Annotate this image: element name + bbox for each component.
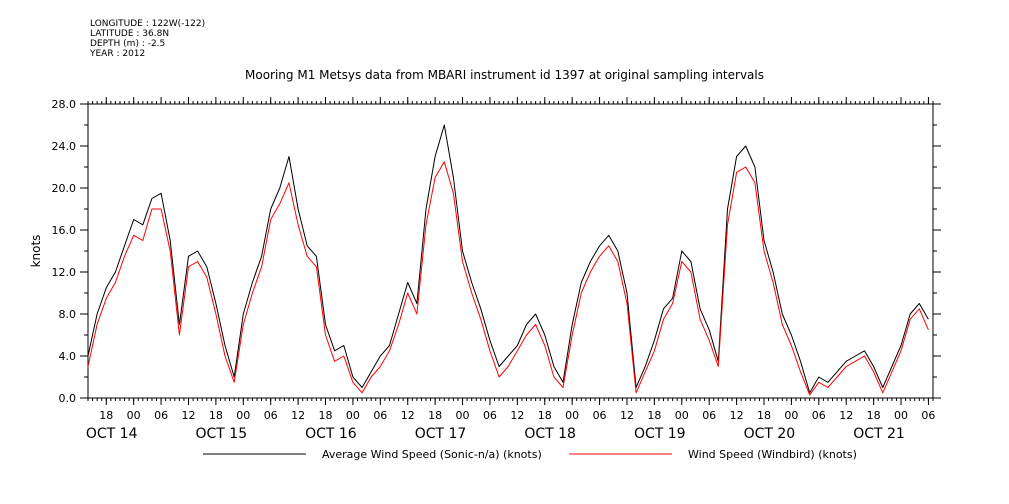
x-hour-tick-label: 12 <box>510 409 524 422</box>
metadata-block: LONGITUDE : 122W(-122) LATITUDE : 36.8N … <box>90 19 205 59</box>
x-hour-tick-label: 18 <box>319 409 333 422</box>
x-hour-tick-label: 00 <box>346 409 360 422</box>
x-hour-tick-label: 18 <box>209 409 223 422</box>
y-tick-label: 24.0 <box>52 140 77 153</box>
depth-label: DEPTH (m) : -2.5 <box>90 39 166 49</box>
x-date-label: OCT 17 <box>415 426 467 442</box>
y-tick-label: 16.0 <box>52 224 77 237</box>
x-hour-tick-label: 06 <box>154 409 168 422</box>
x-date-label: OCT 19 <box>634 426 686 442</box>
x-hour-tick-label: 00 <box>894 409 908 422</box>
x-hour-tick-label: 12 <box>181 409 195 422</box>
x-hour-tick-label: 00 <box>456 409 470 422</box>
y-tick-label: 28.0 <box>52 98 77 111</box>
x-hour-tick-label: 12 <box>730 409 744 422</box>
x-date-label: OCT 15 <box>195 426 247 442</box>
longitude-label: LONGITUDE : 122W(-122) <box>90 19 206 29</box>
x-date-label: OCT 14 <box>86 426 138 442</box>
x-hour-tick-label: 00 <box>236 409 250 422</box>
x-hour-tick-label: 00 <box>127 409 141 422</box>
x-hour-tick-label: 06 <box>373 409 387 422</box>
x-date-label: OCT 21 <box>853 426 905 442</box>
y-axis-label: knots <box>29 235 43 268</box>
x-hour-tick-label: 00 <box>675 409 689 422</box>
x-hour-tick-label: 00 <box>565 409 579 422</box>
y-tick-label: 8.0 <box>59 308 77 321</box>
x-hour-tick-label: 12 <box>291 409 305 422</box>
x-date-label: OCT 16 <box>305 426 357 442</box>
x-hour-tick-label: 12 <box>839 409 853 422</box>
x-hour-tick-label: 18 <box>757 409 771 422</box>
x-hour-tick-label: 18 <box>538 409 552 422</box>
x-hour-tick-label: 06 <box>593 409 607 422</box>
x-hour-tick-label: 18 <box>867 409 881 422</box>
x-hour-tick-label: 06 <box>812 409 826 422</box>
x-hour-tick-label: 06 <box>702 409 716 422</box>
x-hour-tick-label: 06 <box>264 409 278 422</box>
x-hour-tick-label: 12 <box>620 409 634 422</box>
y-tick-label: 4.0 <box>59 350 77 363</box>
y-tick-label: 20.0 <box>52 182 77 195</box>
year-label: YEAR : 2012 <box>90 49 146 59</box>
y-tick-label: 12.0 <box>52 266 77 279</box>
x-hour-tick-label: 12 <box>401 409 415 422</box>
x-date-label: OCT 18 <box>524 426 576 442</box>
x-hour-tick-label: 18 <box>428 409 442 422</box>
x-hour-tick-label: 18 <box>647 409 661 422</box>
x-hour-tick-label: 18 <box>99 409 113 422</box>
y-tick-label: 0.0 <box>59 392 77 405</box>
legend-label-sonic-average: Average Wind Speed (Sonic-n/a) (knots) <box>322 448 542 461</box>
x-hour-tick-label: 06 <box>921 409 935 422</box>
series-line-sonic-average <box>87 124 929 394</box>
chart-title: Mooring M1 Metsys data from MBARI instru… <box>245 68 764 82</box>
x-hour-tick-label: 06 <box>483 409 497 422</box>
latitude-label: LATITUDE : 36.8N <box>90 29 170 39</box>
series-line-windbird <box>87 161 929 396</box>
x-hour-tick-label: 00 <box>784 409 798 422</box>
x-date-label: OCT 20 <box>744 426 796 442</box>
legend-label-windbird: Wind Speed (Windbird) (knots) <box>688 448 857 461</box>
